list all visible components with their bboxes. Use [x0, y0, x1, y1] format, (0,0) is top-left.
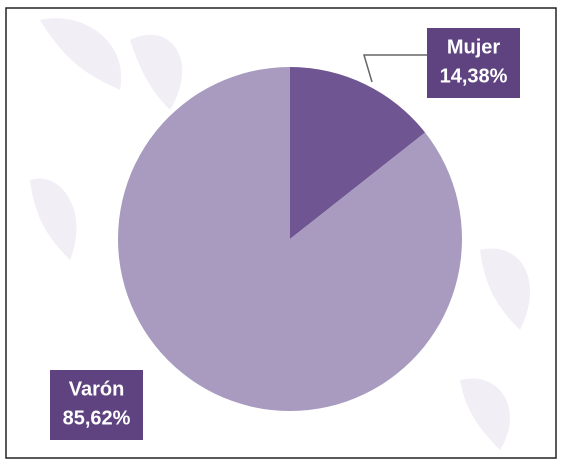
page: Mujer14,38%Varón85,62% (() => { const da… [0, 0, 564, 466]
value-label: 14,38% [440, 65, 508, 87]
chart: Mujer 14,38% Varón 85,62% [0, 0, 564, 466]
value-label: 85,62% [63, 407, 131, 429]
leader-line [364, 55, 427, 82]
category-label: Mujer [447, 36, 501, 58]
category-label: Varón [69, 378, 125, 400]
